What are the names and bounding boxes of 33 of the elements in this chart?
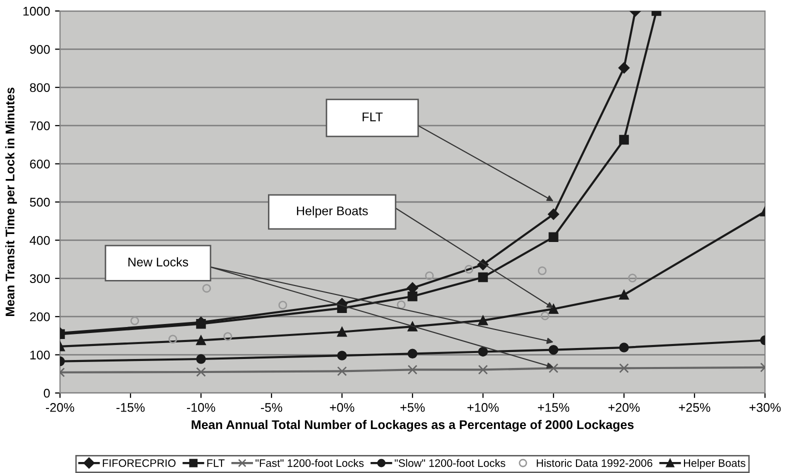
legend-label: "Fast" 1200-foot Locks bbox=[256, 458, 364, 467]
x-tick-label: +15% bbox=[538, 403, 570, 412]
y-tick-label: 400 bbox=[30, 236, 50, 245]
y-tick-label: 200 bbox=[30, 312, 50, 322]
x-tick-label: +10% bbox=[467, 403, 499, 412]
x-tick-label: -5% bbox=[260, 403, 282, 412]
y-tick-label: 800 bbox=[30, 83, 50, 92]
x-tick-label: +30% bbox=[749, 403, 781, 412]
y-tick-label: 300 bbox=[30, 274, 50, 284]
annotation: New Locks bbox=[128, 257, 188, 266]
x-tick-label: +25% bbox=[678, 403, 710, 412]
x-tick-label: +5% bbox=[400, 403, 425, 412]
y-axis-title: Mean Transit Time per Lock in Minutes bbox=[5, 88, 17, 316]
legend-label: Helper Boats bbox=[684, 458, 746, 470]
y-tick-label: 700 bbox=[30, 121, 50, 130]
y-tick-label: 600 bbox=[30, 160, 50, 168]
legend-label: FIFORECPRIO bbox=[102, 459, 176, 467]
y-tick-label: 500 bbox=[30, 198, 50, 207]
legend-label: Historic Data 1992-2006 bbox=[536, 458, 652, 467]
legend-label: "Slow" 1200-foot Locks bbox=[394, 458, 506, 467]
y-tick-label: 100 bbox=[30, 350, 50, 360]
legend-label: FLT bbox=[207, 459, 225, 467]
x-tick-label: +0% bbox=[330, 403, 354, 412]
x-axis-title: Mean Annual Total Number of Lockages as a Percentage of 2000 Lockages bbox=[192, 420, 634, 432]
annotation: Helper Boats bbox=[297, 206, 368, 218]
x-tick-label: -20% bbox=[46, 403, 74, 412]
x-tick-label: -15% bbox=[116, 403, 145, 412]
y-tick-label: 900 bbox=[30, 45, 50, 54]
x-tick-label: +20% bbox=[608, 403, 640, 412]
y-tick-label: 0 bbox=[44, 388, 50, 398]
annotation: FLT bbox=[362, 112, 383, 122]
x-tick-label: -10% bbox=[186, 403, 216, 412]
y-tick-label: 1000 bbox=[23, 6, 50, 16]
